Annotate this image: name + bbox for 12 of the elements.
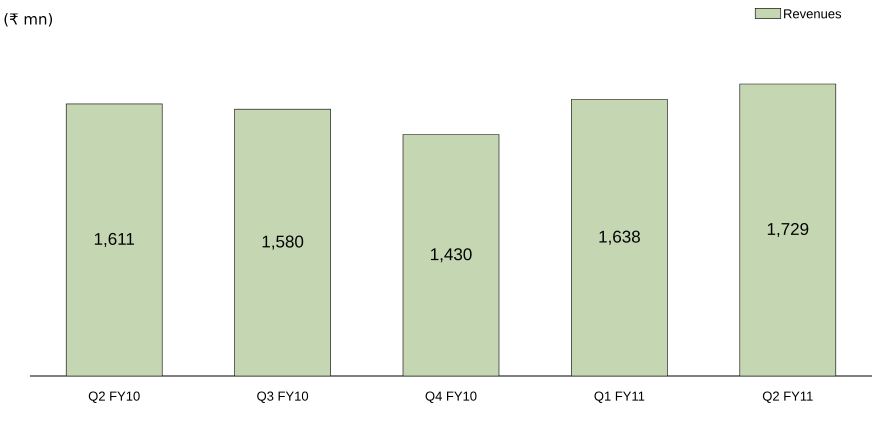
data-label: 1,729 (768, 222, 808, 238)
x-tick-label: Q4 FY10 (426, 392, 476, 404)
x-tick-label: Q3 FY10 (257, 392, 308, 404)
x-tick-label: Q2 FY10 (88, 392, 140, 404)
data-label: 1,638 (599, 230, 640, 245)
x-tick-label: Q1 FY11 (594, 392, 644, 404)
data-label: 1,611 (94, 232, 134, 247)
legend-label: Revenues (784, 9, 842, 18)
x-tick-label: Q2 FY11 (762, 392, 813, 404)
data-label: 1,430 (431, 248, 472, 262)
data-label: 1,580 (262, 236, 304, 250)
y-axis-title: (₹ mn) (4, 13, 52, 26)
